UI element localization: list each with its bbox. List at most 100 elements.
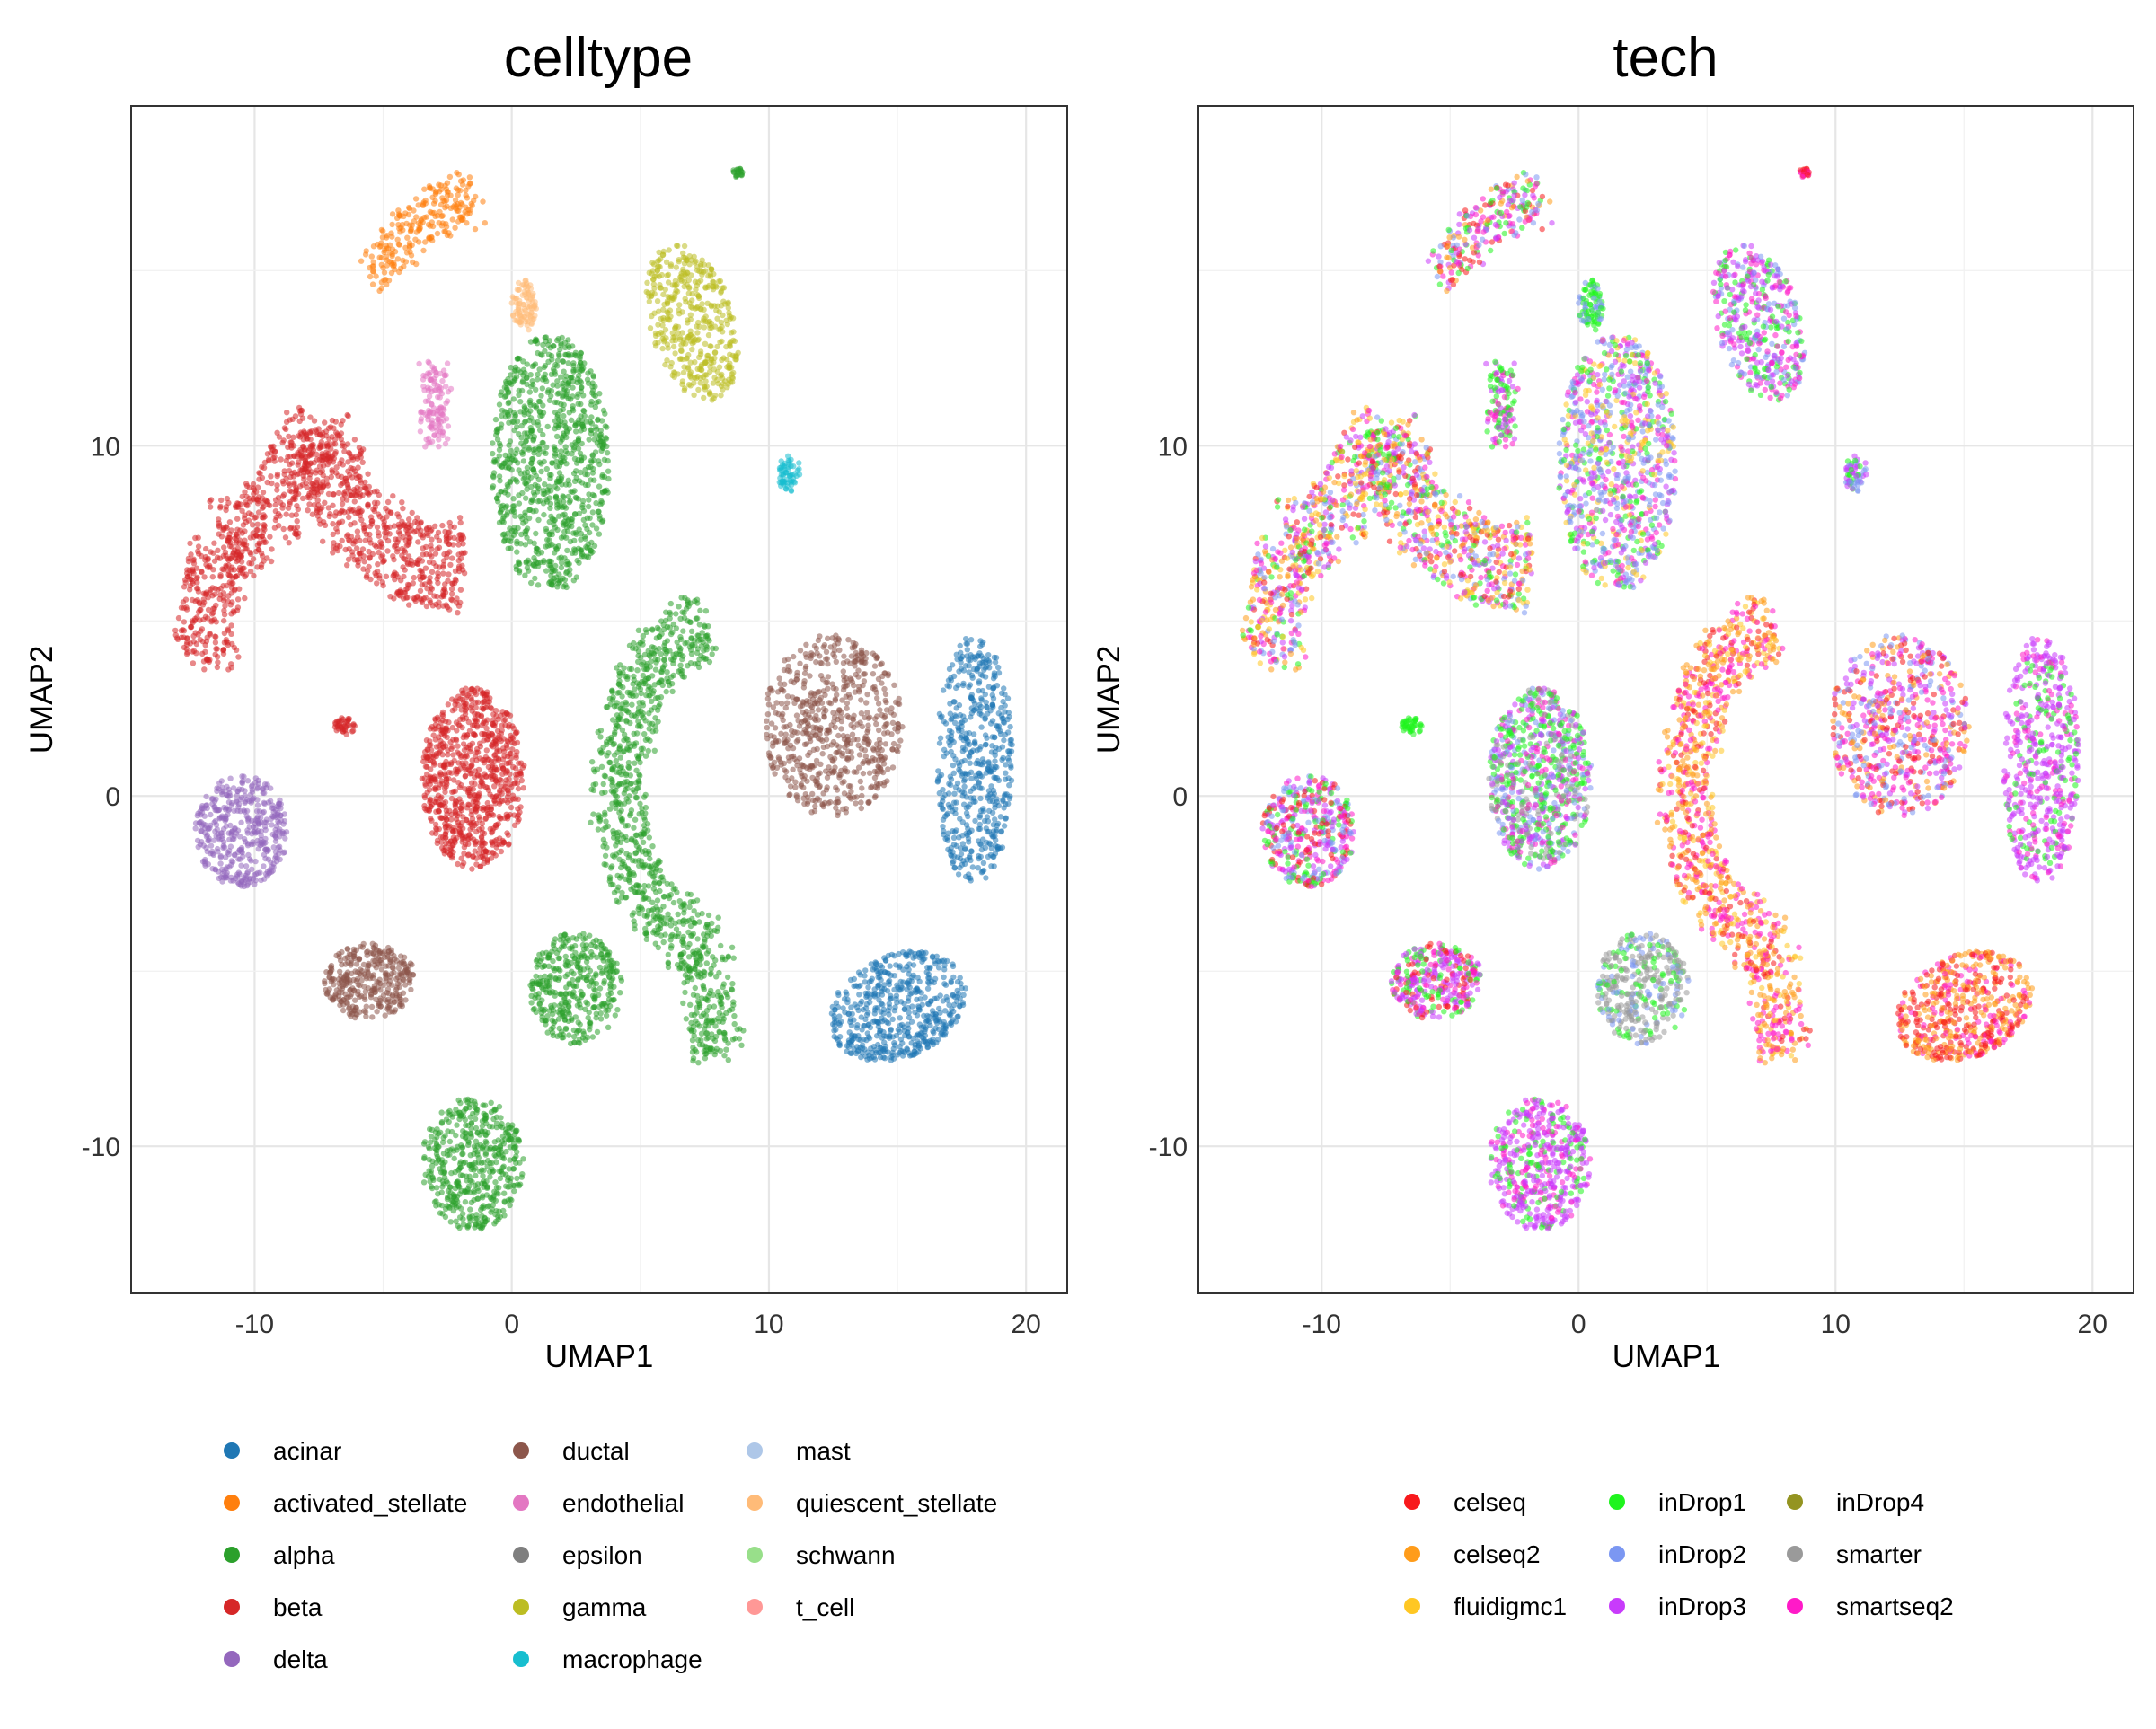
scatter-point: [621, 737, 626, 743]
scatter-point: [714, 929, 720, 934]
scatter-point: [968, 694, 974, 700]
scatter-point: [958, 650, 963, 656]
scatter-point: [540, 376, 545, 382]
scatter-point: [951, 771, 957, 776]
scatter-point: [476, 1155, 482, 1160]
scatter-point: [685, 604, 691, 609]
scatter-point: [949, 716, 954, 721]
scatter-point: [564, 569, 570, 575]
scatter-point: [610, 697, 615, 702]
scatter-point: [894, 996, 899, 1001]
scatter-point: [616, 682, 622, 687]
scatter-point: [543, 363, 548, 368]
scatter-point: [286, 481, 291, 486]
scatter-point: [932, 976, 938, 982]
scatter-point: [566, 1010, 571, 1015]
scatter-point: [966, 657, 971, 663]
scatter-point: [550, 1018, 555, 1023]
scatter-point: [717, 1029, 722, 1035]
scatter-point: [844, 992, 849, 997]
scatter-point: [492, 1179, 498, 1185]
scatter-point: [578, 401, 583, 407]
scatter-point: [871, 992, 877, 997]
scatter-point: [542, 963, 547, 968]
scatter-point: [536, 477, 542, 482]
scatter-point: [661, 915, 667, 921]
scatter-point: [473, 1125, 479, 1131]
scatter-point: [603, 818, 608, 824]
scatter-point: [983, 742, 988, 747]
scatter-point: [529, 497, 535, 502]
scatter-point: [566, 396, 571, 401]
scatter-point: [859, 1014, 864, 1019]
scatter-point: [366, 549, 371, 554]
scatter-point: [457, 1191, 463, 1196]
scatter-point: [635, 778, 641, 783]
scatter-point: [865, 984, 870, 990]
scatter-point: [950, 859, 956, 864]
scatter-point: [941, 975, 946, 980]
scatter-point: [445, 181, 450, 186]
scatter-point: [456, 1225, 462, 1231]
scatter-point: [579, 992, 585, 998]
scatter-point: [572, 548, 578, 553]
scatter-point: [598, 428, 604, 433]
scatter-point: [599, 764, 605, 770]
scatter-point: [641, 815, 647, 820]
scatter-point: [400, 564, 405, 569]
scatter-point: [957, 865, 962, 870]
scatter-point: [566, 1004, 571, 1010]
scatter-point: [844, 1000, 850, 1005]
scatter-point: [964, 822, 969, 827]
scatter-point: [516, 467, 521, 472]
scatter-point: [473, 1110, 479, 1116]
scatter-point: [991, 695, 996, 701]
scatter-point: [344, 562, 349, 568]
scatter-point: [691, 899, 696, 904]
scatter-point: [641, 633, 646, 639]
scatter-point: [626, 793, 632, 798]
scatter-point: [655, 708, 660, 713]
scatter-point: [654, 635, 659, 640]
scatter-point: [551, 940, 556, 946]
scatter-point: [559, 481, 564, 487]
scatter-point: [952, 829, 958, 834]
scatter-point: [676, 912, 681, 917]
scatter-point: [581, 517, 587, 523]
scatter-point: [702, 1044, 708, 1049]
scatter-point: [609, 688, 614, 693]
scatter-point: [849, 1037, 854, 1043]
scatter-point: [453, 198, 458, 203]
scatter-point: [362, 525, 367, 530]
scatter-point: [444, 1178, 449, 1184]
scatter-point: [643, 792, 649, 798]
scatter-point: [647, 834, 652, 840]
scatter-point: [320, 539, 325, 544]
scatter-point: [712, 957, 718, 963]
scatter-point: [212, 617, 217, 622]
scatter-point: [476, 1221, 482, 1226]
scatter-point: [535, 546, 540, 551]
scatter-point: [656, 626, 661, 631]
scatter-point: [578, 360, 583, 366]
scatter-point: [519, 516, 525, 522]
scatter-point: [645, 821, 650, 826]
scatter-point: [930, 1039, 935, 1045]
scatter-point: [681, 910, 686, 915]
scatter-point: [738, 1043, 744, 1048]
scatter-point: [285, 445, 290, 450]
scatter-point: [291, 473, 296, 479]
scatter-point: [419, 519, 424, 525]
scatter-point: [611, 834, 616, 840]
scatter-point: [538, 469, 543, 474]
scatter-point: [372, 543, 377, 548]
scatter-point: [474, 1130, 480, 1135]
scatter-point: [528, 425, 534, 430]
scatter-point: [955, 988, 960, 993]
scatter-point: [961, 778, 967, 783]
scatter-point: [856, 992, 862, 997]
scatter-point: [735, 1027, 740, 1032]
scatter-point: [618, 754, 623, 760]
scatter-point: [738, 172, 743, 177]
